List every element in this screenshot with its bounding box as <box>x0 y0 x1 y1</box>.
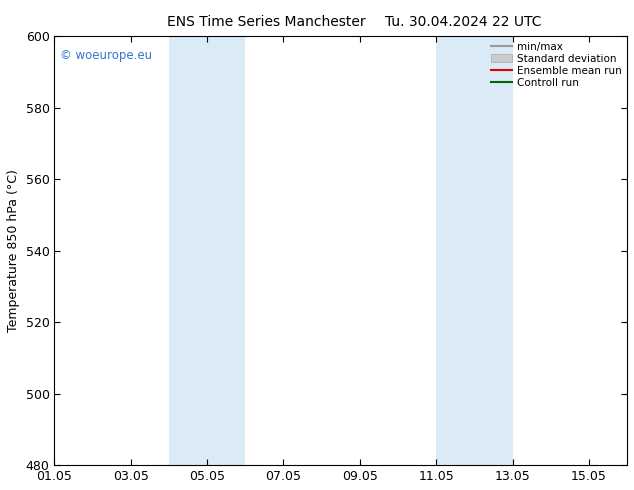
Y-axis label: Temperature 850 hPa (°C): Temperature 850 hPa (°C) <box>7 170 20 332</box>
Bar <box>169 36 245 465</box>
Text: Tu. 30.04.2024 22 UTC: Tu. 30.04.2024 22 UTC <box>385 15 541 29</box>
Legend: min/max, Standard deviation, Ensemble mean run, Controll run: min/max, Standard deviation, Ensemble me… <box>489 40 624 90</box>
Bar <box>436 36 512 465</box>
Text: © woeurope.eu: © woeurope.eu <box>60 49 152 62</box>
Text: ENS Time Series Manchester: ENS Time Series Manchester <box>167 15 366 29</box>
